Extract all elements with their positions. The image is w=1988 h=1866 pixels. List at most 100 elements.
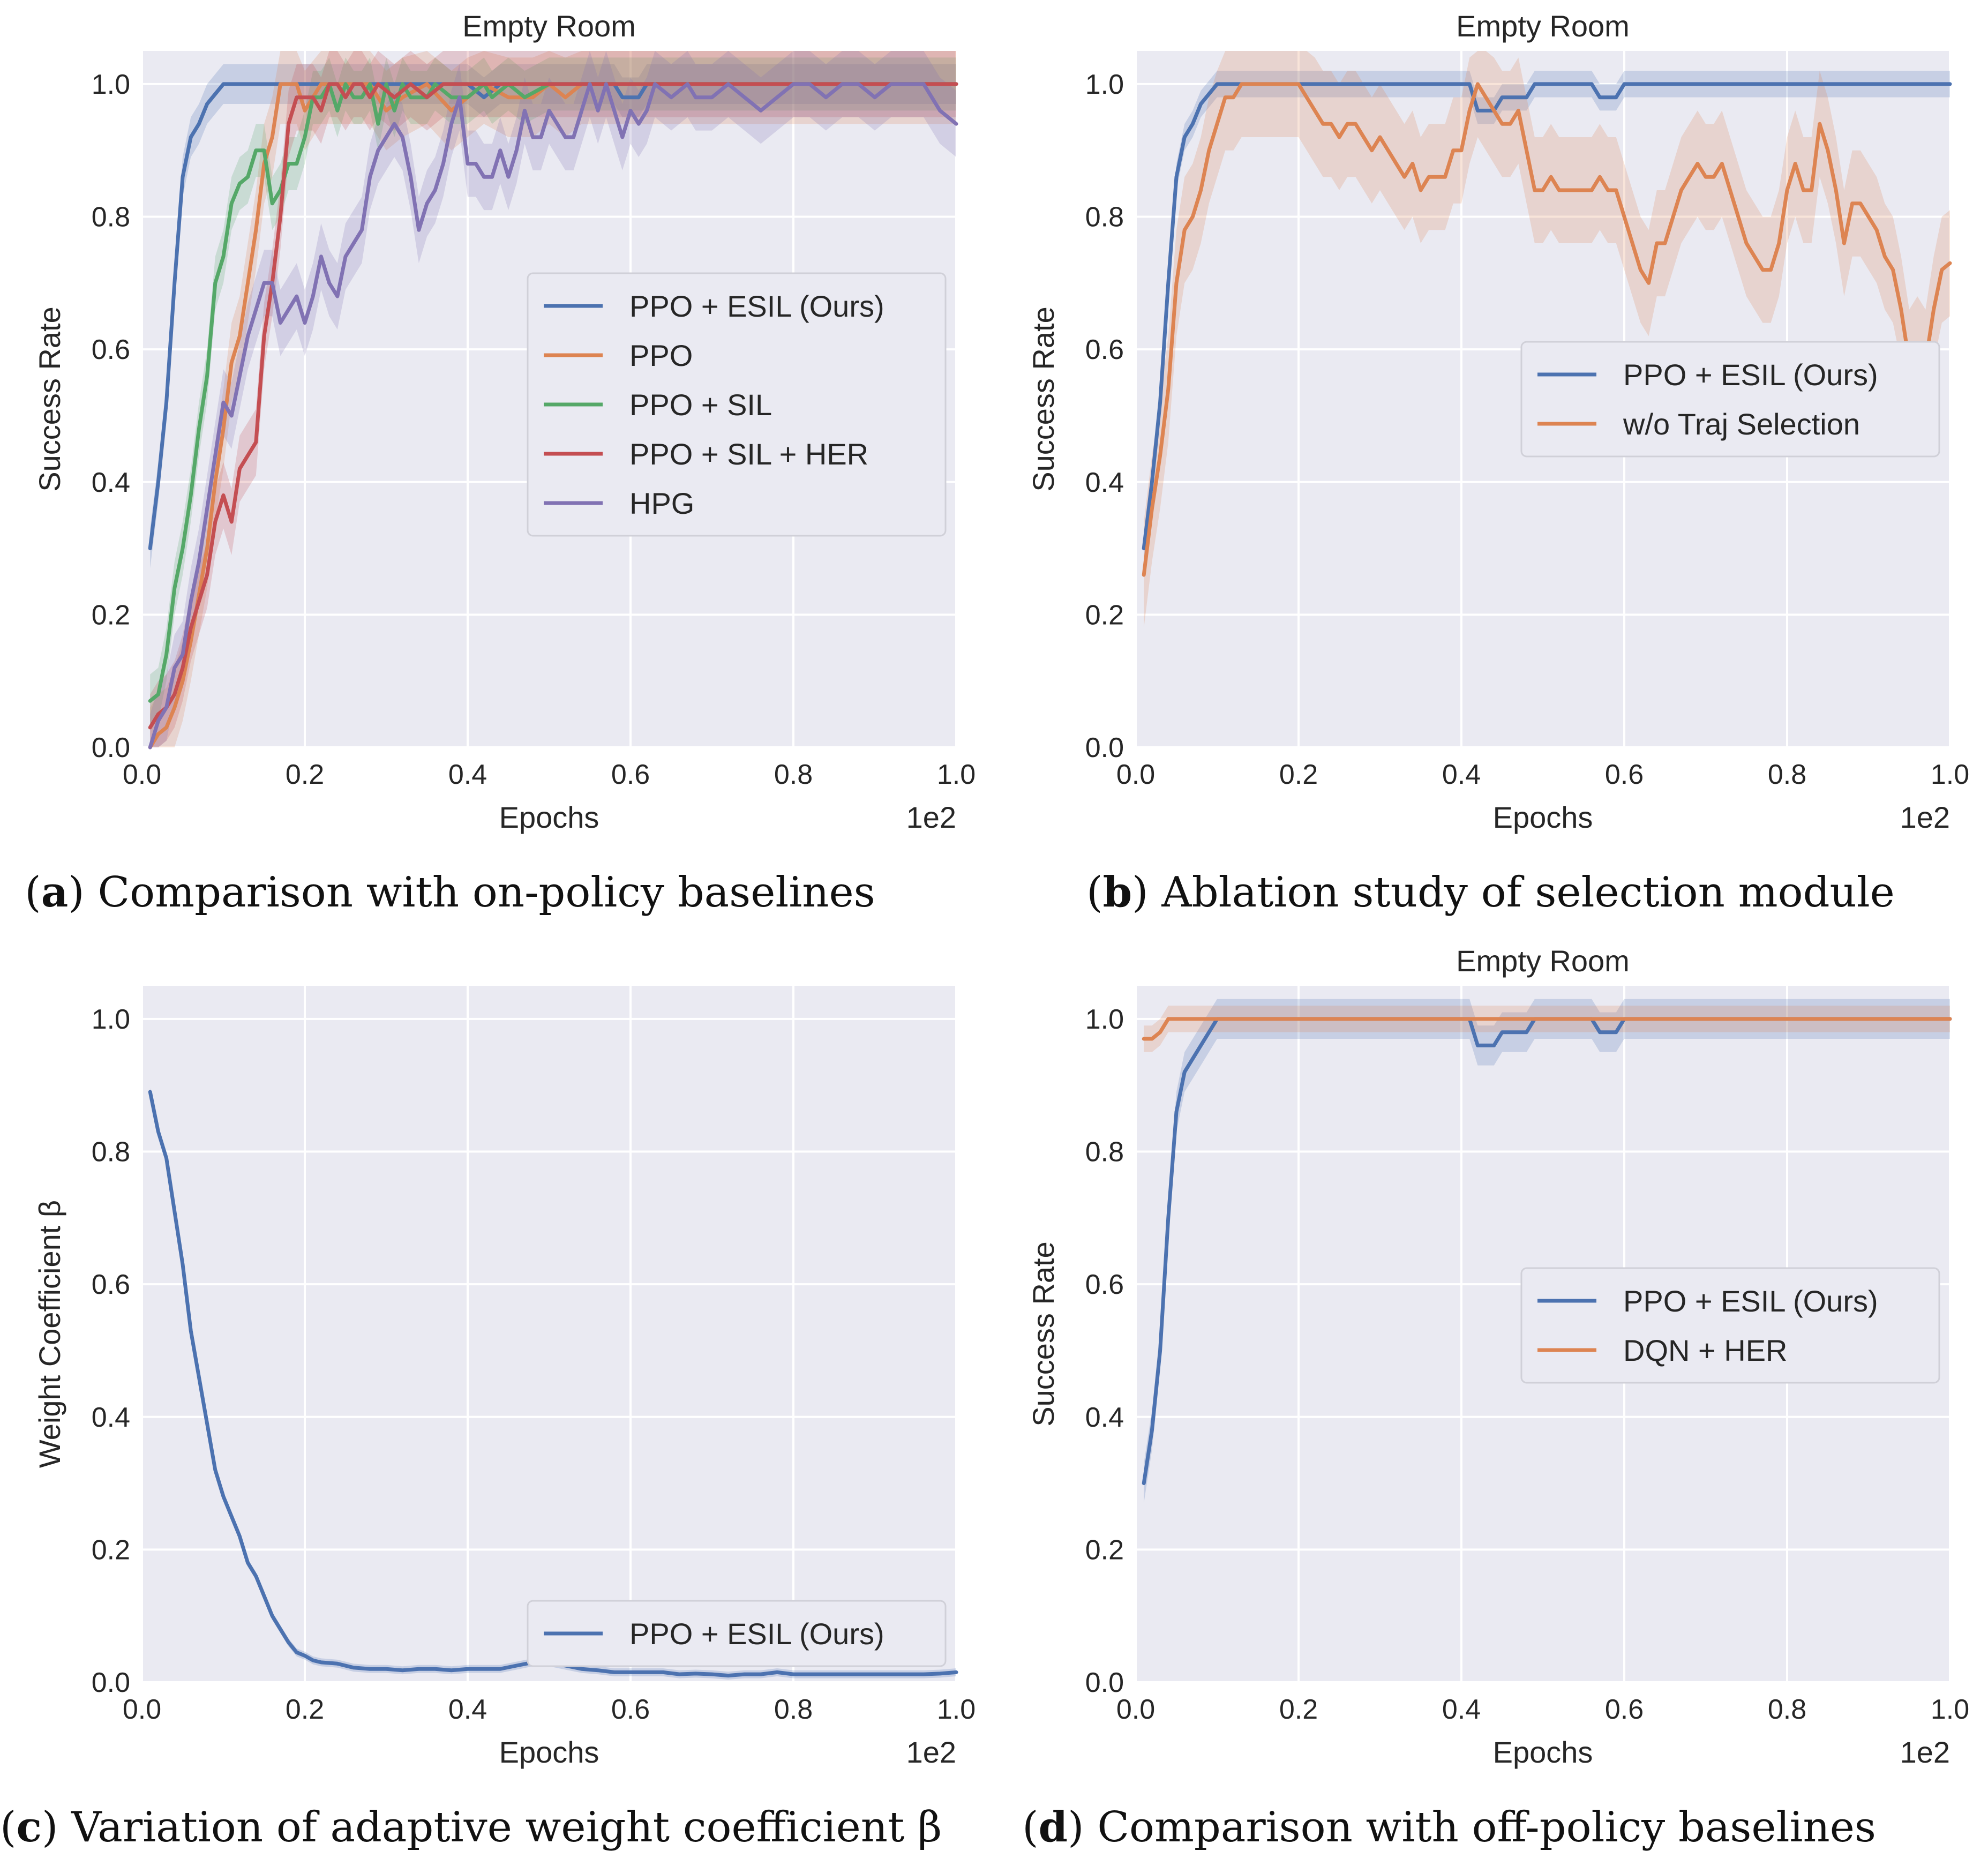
y-tick-label: 0.2 (1085, 599, 1124, 631)
y-tick-label: 0.8 (92, 202, 130, 233)
x-tick-label: 0.0 (123, 759, 161, 790)
y-tick-label: 0.2 (1085, 1534, 1124, 1565)
y-tick-label: 1.0 (1085, 1004, 1124, 1035)
y-tick-label: 0.4 (92, 467, 130, 498)
legend-label: PPO + ESIL (Ours) (629, 289, 884, 323)
x-axis-label: Epochs (1493, 800, 1593, 834)
x-tick-label: 0.2 (1279, 759, 1318, 790)
x-tick-label: 0.6 (1605, 759, 1644, 790)
x-tick-label: 0.2 (1279, 1694, 1318, 1725)
x-tick-label: 0.8 (774, 1694, 813, 1725)
y-tick-label: 0.0 (92, 732, 130, 763)
y-tick-label: 0.6 (92, 334, 130, 365)
y-tick-label: 0.8 (1085, 1137, 1124, 1168)
caption-b-letter: b (1102, 868, 1132, 917)
y-tick-label: 0.4 (1085, 467, 1124, 498)
y-axis-label: Weight Coefficient β (33, 1200, 66, 1468)
x-tick-label: 1.0 (1931, 759, 1969, 790)
caption-b: (b) Ablation study of selection module (1086, 868, 1895, 917)
y-tick-label: 0.6 (1085, 334, 1124, 365)
x-axis-multiplier: 1e2 (906, 1735, 956, 1769)
x-tick-label: 0.6 (611, 759, 650, 790)
series-line-1 (1142, 82, 1952, 577)
x-tick-label: 0.0 (123, 1694, 161, 1725)
caption-b-text: Ablation study of selection module (1161, 868, 1895, 917)
x-tick-label: 1.0 (937, 759, 976, 790)
x-tick-label: 1.0 (937, 1694, 976, 1725)
series-line-4 (148, 82, 958, 750)
y-tick-label: 1.0 (1085, 69, 1124, 100)
series-band-4 (150, 51, 957, 747)
legend-label: PPO + ESIL (Ours) (629, 1617, 884, 1651)
caption-c-letter: c (16, 1803, 42, 1852)
x-axis-multiplier: 1e2 (1900, 1735, 1950, 1769)
legend: PPO + ESIL (Ours) (527, 1600, 947, 1667)
x-tick-label: 0.0 (1116, 1694, 1155, 1725)
series-band-1 (150, 51, 957, 747)
series-line-0 (148, 1090, 958, 1678)
y-tick-label: 0.0 (92, 1667, 130, 1698)
caption-a: (a) Comparison with on-policy baselines (25, 868, 875, 917)
y-tick-label: 0.6 (92, 1269, 130, 1300)
x-tick-label: 0.8 (774, 759, 813, 790)
chart-title: Empty Room (462, 9, 636, 43)
legend-box (1520, 1267, 1940, 1384)
legend: PPO + ESIL (Ours) PPO PPO + SIL PPO + SIL +… (527, 272, 947, 537)
x-tick-label: 0.4 (1442, 759, 1481, 790)
chart-c-svg: 0.0 0.2 0.4 0.6 0.8 1.0 0.0 0.2 0.4 0.6 0.8 1.0 Epoc… (33, 986, 976, 1769)
caption-d: (d) Comparison with off-policy baselines (1022, 1803, 1876, 1852)
chart-a-svg: 0.0 0.2 0.4 0.6 0.8 1.0 0.0 0.2 0.4 0.6 0.8 1.0 Empt… (33, 9, 976, 834)
caption-a-letter: a (41, 868, 69, 917)
y-tick-label: 0.4 (1085, 1402, 1124, 1433)
legend-label: PPO (629, 339, 693, 372)
y-tick-label: 0.8 (1085, 202, 1124, 233)
chart-panel-d: 0.0 0.2 0.4 0.6 0.8 1.0 0.0 0.2 0.4 0.6 0.8 1.0 Empt… (994, 935, 1987, 1797)
caption-c-text: Variation of adaptive weight coefficient… (71, 1803, 942, 1852)
x-tick-label: 0.8 (1768, 1694, 1806, 1725)
x-tick-label: 0.0 (1116, 759, 1155, 790)
legend-label: DQN + HER (1623, 1333, 1788, 1367)
x-axis-multiplier: 1e2 (1900, 800, 1950, 834)
legend-box (1520, 341, 1940, 458)
x-axis-label: Epochs (1493, 1735, 1593, 1769)
x-tick-label: 0.8 (1768, 759, 1806, 790)
x-tick-label: 0.6 (1605, 1694, 1644, 1725)
plot-area (142, 986, 956, 1682)
y-tick-label: 1.0 (92, 69, 130, 100)
chart-title: Empty Room (1456, 944, 1630, 978)
y-tick-label: 0.0 (1085, 732, 1124, 763)
series-line-3 (148, 82, 958, 730)
caption-d-text: Comparison with off-policy baselines (1097, 1803, 1876, 1852)
legend-label: HPG (629, 486, 694, 520)
caption-c: (c) Variation of adaptive weight coeffic… (0, 1803, 942, 1852)
y-tick-label: 0.2 (92, 1534, 130, 1565)
legend-label: PPO + ESIL (Ours) (1623, 1284, 1878, 1318)
y-axis-label: Success Rate (1026, 306, 1060, 492)
chart-panel-a: 0.0 0.2 0.4 0.6 0.8 1.0 0.0 0.2 0.4 0.6 0.8 1.0 Empt… (0, 0, 994, 863)
y-axis-label: Success Rate (33, 306, 66, 492)
legend-label: PPO + SIL (629, 388, 772, 422)
x-tick-label: 0.6 (611, 1694, 650, 1725)
y-tick-label: 0.8 (92, 1137, 130, 1168)
caption-d-letter: d (1038, 1803, 1068, 1852)
x-tick-label: 0.4 (448, 759, 487, 790)
legend: PPO + ESIL (Ours) DQN + HER (1520, 1267, 1940, 1384)
x-tick-label: 0.4 (1442, 1694, 1481, 1725)
y-tick-label: 0.4 (92, 1402, 130, 1433)
chart-b-svg: 0.0 0.2 0.4 0.6 0.8 1.0 0.0 0.2 0.4 0.6 0.8 1.0 Empt… (1026, 9, 1969, 834)
series-band-1 (1144, 51, 1950, 628)
y-tick-label: 0.2 (92, 599, 130, 631)
y-tick-label: 0.0 (1085, 1667, 1124, 1698)
y-axis-label: Success Rate (1026, 1241, 1060, 1427)
y-tick-label: 1.0 (92, 1004, 130, 1035)
caption-a-text: Comparison with on-policy baselines (97, 868, 875, 917)
chart-d-svg: 0.0 0.2 0.4 0.6 0.8 1.0 0.0 0.2 0.4 0.6 0.8 1.0 Empt… (1026, 944, 1969, 1769)
series-line-1 (1142, 1017, 1952, 1041)
legend-label: w/o Traj Selection (1623, 407, 1860, 441)
legend-label: PPO + ESIL (Ours) (1623, 358, 1878, 392)
x-tick-label: 0.2 (286, 759, 324, 790)
y-tick-label: 0.6 (1085, 1269, 1124, 1300)
x-axis-label: Epochs (499, 800, 599, 834)
legend-label: PPO + SIL + HER (629, 437, 868, 471)
legend-box (527, 272, 947, 537)
